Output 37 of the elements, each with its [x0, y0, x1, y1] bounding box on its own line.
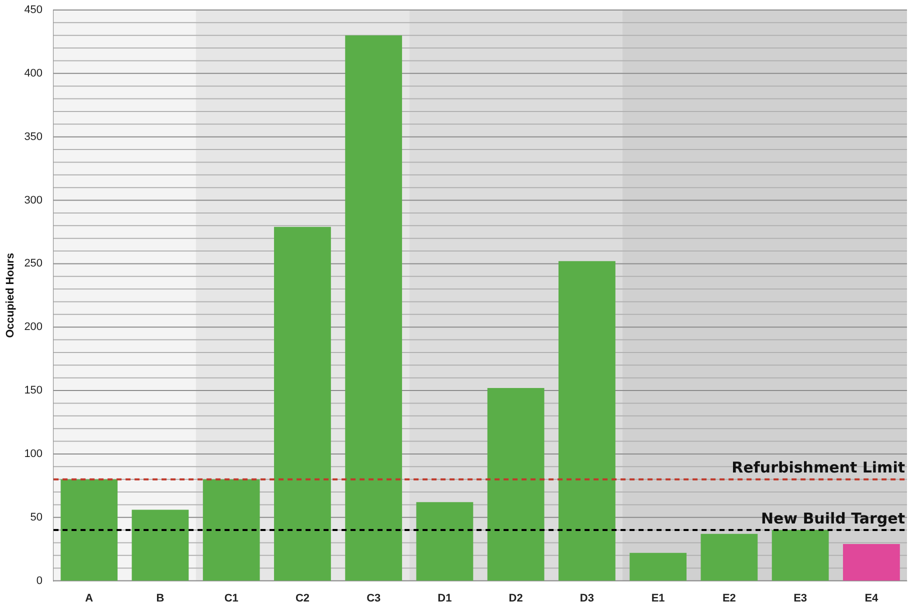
x-tick-label: C2: [295, 592, 310, 604]
bar: [558, 261, 616, 581]
y-tick-label: 350: [24, 130, 43, 143]
bar: [274, 226, 331, 581]
y-tick-label: 0: [36, 574, 43, 587]
x-tick-label: D3: [580, 592, 594, 604]
bar: [202, 479, 260, 581]
x-tick-label: D2: [508, 592, 523, 604]
y-tick-label: 300: [24, 194, 43, 206]
x-tick-label: C1: [224, 592, 238, 604]
x-tick-label: E1: [651, 592, 665, 604]
bar: [842, 544, 900, 581]
x-tick-label: C3: [366, 592, 381, 604]
y-tick-label: 50: [30, 511, 43, 524]
x-tick-label: B: [156, 592, 164, 604]
x-tick-label: A: [85, 592, 94, 604]
y-tick-label: 250: [24, 258, 43, 270]
bar: [60, 479, 118, 581]
y-tick-label: 200: [24, 321, 43, 334]
bar: [700, 534, 758, 581]
ref-line-label: New Build Target: [760, 509, 905, 528]
bar: [630, 552, 687, 581]
ref-line-label: Refurbishment Limit: [732, 458, 905, 477]
x-tick-label: E2: [722, 592, 736, 604]
y-tick-label: 100: [24, 448, 43, 460]
y-tick-label: 400: [24, 67, 43, 80]
bar: [345, 35, 402, 581]
y-tick-label: 450: [24, 4, 43, 16]
bar: [487, 388, 544, 581]
x-tick-label: D1: [438, 592, 452, 604]
y-axis-title: Occupied Hours: [4, 252, 17, 338]
y-tick-label: 150: [24, 384, 43, 397]
bar: [772, 530, 829, 581]
x-tick-label: E4: [864, 592, 880, 604]
bar: [132, 510, 189, 581]
x-tick-label: E3: [794, 592, 808, 604]
bar: [416, 502, 474, 581]
